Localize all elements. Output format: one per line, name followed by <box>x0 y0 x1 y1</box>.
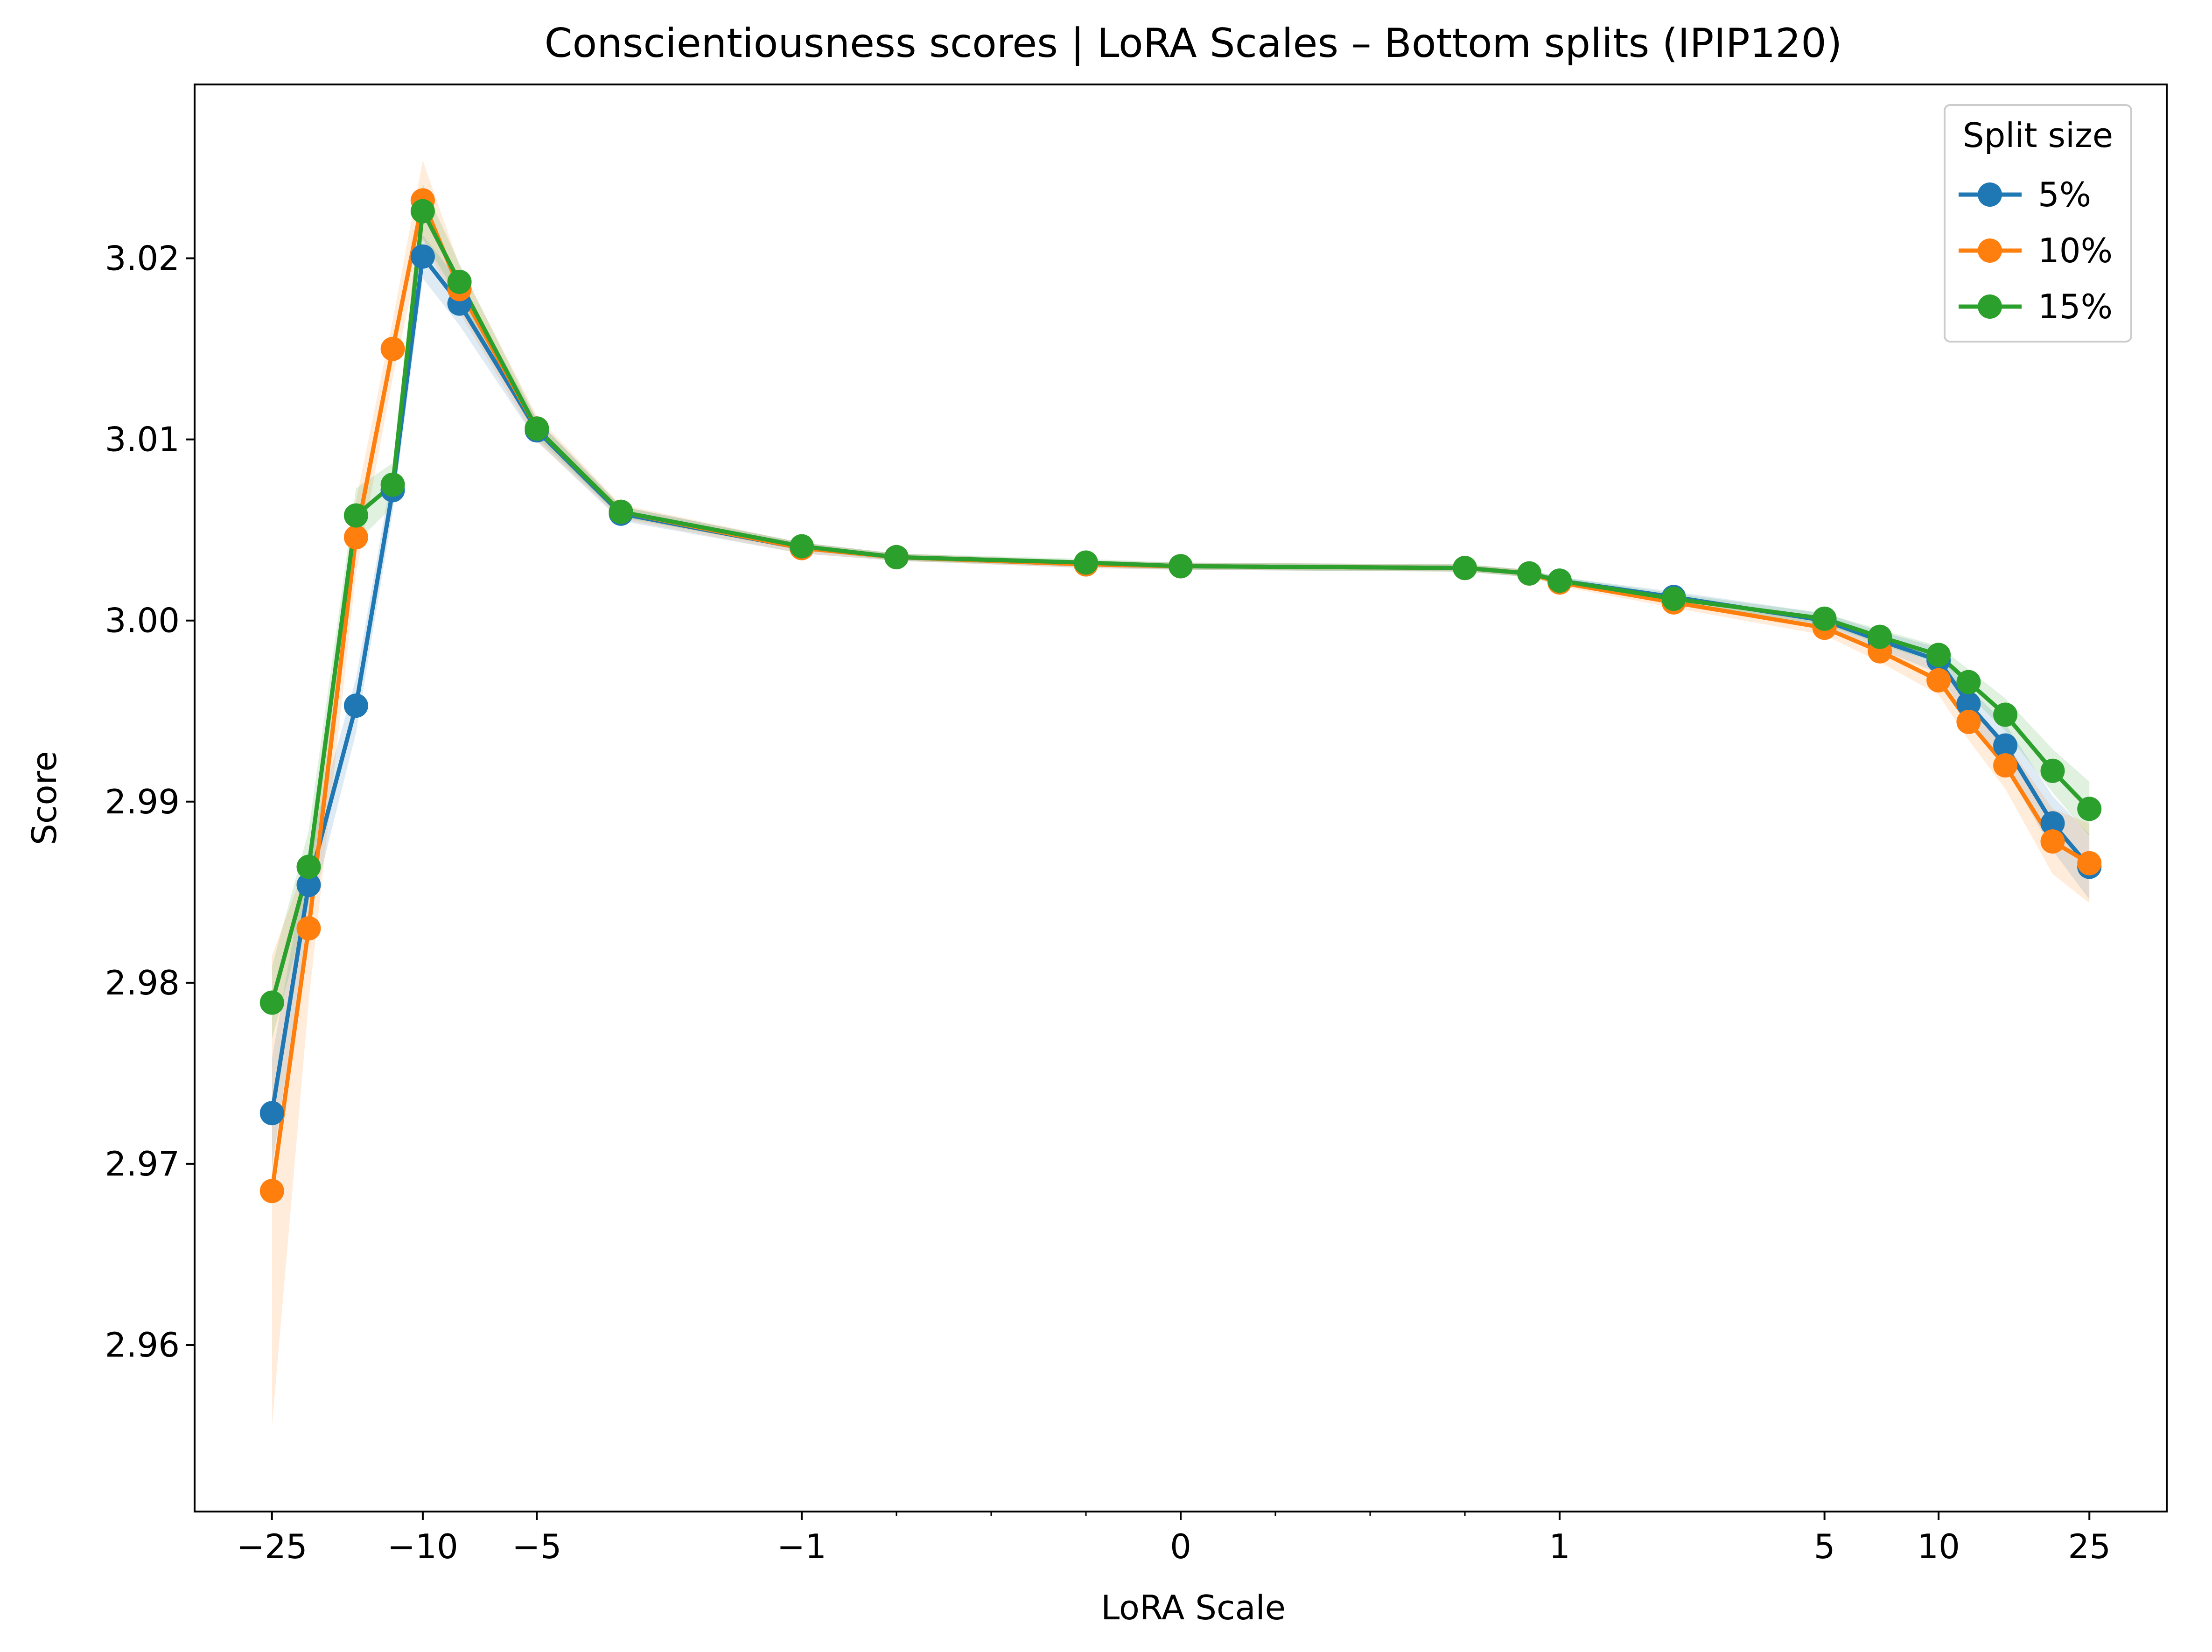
x-tick-label: 10 <box>1917 1527 1960 1566</box>
legend-label-15%: 15% <box>2038 287 2113 326</box>
x-tick-label: −10 <box>387 1527 458 1566</box>
x-axis-label: LoRA Scale <box>1101 1588 1286 1627</box>
data-point-15% <box>884 545 909 569</box>
data-point-15% <box>296 854 321 879</box>
data-point-15% <box>410 199 435 224</box>
data-point-5% <box>2040 811 2065 836</box>
data-point-15% <box>2040 758 2065 783</box>
x-tick-label: 25 <box>2068 1527 2111 1566</box>
data-point-15% <box>1956 670 1981 694</box>
data-point-10% <box>343 525 368 550</box>
data-point-15% <box>343 503 368 528</box>
data-point-5% <box>259 1101 284 1126</box>
x-tick-label: 1 <box>1549 1527 1570 1566</box>
data-point-10% <box>2040 829 2065 854</box>
data-point-5% <box>343 693 368 718</box>
y-axis: 2.96 2.97 2.98 2.99 3.00 3.01 3.02 <box>105 239 195 1365</box>
y-axis-label: Score <box>25 751 64 845</box>
data-point-5% <box>1993 733 2018 758</box>
x-tick-label: 5 <box>1814 1527 1835 1566</box>
data-point-10% <box>380 336 405 361</box>
legend-marker-5% <box>1978 182 2002 207</box>
data-point-15% <box>790 534 814 559</box>
data-point-15% <box>1926 643 1951 667</box>
data-point-5% <box>1956 692 1981 716</box>
data-point-5% <box>296 873 321 897</box>
y-tick-label: 2.99 <box>105 782 180 821</box>
x-tick-label: −1 <box>777 1527 826 1566</box>
x-axis: −25 −10 −5 −1 0 1 5 10 25 <box>237 1512 2111 1566</box>
data-point-10% <box>1926 668 1951 693</box>
data-point-15% <box>1453 556 1477 581</box>
y-tick-label: 2.97 <box>105 1144 180 1183</box>
y-tick-label: 3.02 <box>105 239 180 278</box>
data-point-15% <box>1074 550 1098 575</box>
legend: Split size 5% 10% 15% <box>1944 104 2132 343</box>
data-point-15% <box>2077 797 2102 821</box>
data-point-15% <box>1868 624 1892 649</box>
data-point-10% <box>1956 710 1981 734</box>
y-tick-label: 2.98 <box>105 963 180 1002</box>
data-point-10% <box>259 1179 284 1204</box>
legend-marker-10% <box>1978 238 2002 263</box>
legend-marker-15% <box>1978 294 2002 319</box>
data-point-15% <box>380 472 405 497</box>
data-point-10% <box>296 916 321 941</box>
y-tick-label: 2.96 <box>105 1325 180 1365</box>
data-point-15% <box>1993 702 2018 727</box>
data-point-5% <box>410 244 435 269</box>
data-point-15% <box>609 499 633 524</box>
x-tick-label: 0 <box>1170 1527 1191 1566</box>
series-points <box>259 188 2102 1204</box>
data-point-15% <box>1547 568 1572 593</box>
y-tick-label: 3.01 <box>105 420 180 459</box>
y-tick-label: 3.00 <box>105 601 180 640</box>
legend-title: Split size <box>1963 116 2113 155</box>
legend-label-10%: 10% <box>2038 231 2113 270</box>
data-point-15% <box>1812 606 1837 631</box>
data-point-15% <box>1661 587 1686 611</box>
chart-title: Conscientiousness scores | LoRA Scales –… <box>545 20 1842 67</box>
data-point-10% <box>2077 851 2102 875</box>
x-tick-label: −25 <box>237 1527 308 1566</box>
legend-label-5%: 5% <box>2038 175 2091 214</box>
data-point-15% <box>1517 561 1542 586</box>
data-point-15% <box>525 416 549 441</box>
data-point-15% <box>259 990 284 1015</box>
data-point-15% <box>1169 554 1193 579</box>
x-tick-label: −5 <box>512 1527 561 1566</box>
legend-box <box>1944 104 2132 343</box>
data-point-10% <box>1993 753 2018 778</box>
data-point-15% <box>447 270 472 294</box>
